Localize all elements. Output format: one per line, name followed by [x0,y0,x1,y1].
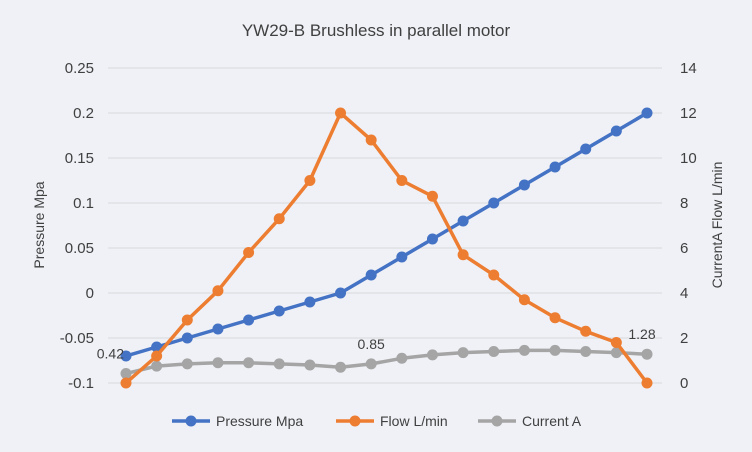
legend-item: Current A [478,413,582,429]
data-point [212,357,224,369]
legend-item: Flow L/min [336,413,448,429]
data-point [580,346,592,357]
right-tick-label: 14 [680,60,697,77]
data-labels: 0.42 0.85 1.28 [97,326,656,361]
left-tick-label: -0.05 [60,330,94,347]
data-point [181,358,193,370]
series-pressure-mpa [120,107,653,362]
left-tick-label: 0.15 [65,150,94,167]
right-tick-label: 0 [680,375,688,392]
right-axis-ticks: 14 12 10 8 6 4 2 0 [680,60,697,392]
data-point [181,332,193,344]
data-point [457,215,469,227]
data-point [243,247,255,258]
data-point [641,377,653,389]
data-point [273,305,285,317]
data-point [488,197,500,209]
data-point [365,269,377,281]
data-point [641,348,653,360]
series-line [124,111,649,385]
left-axis-title: Pressure Mpa [31,181,47,268]
data-point [549,344,561,356]
data-point [243,314,255,326]
data-point [273,358,285,370]
data-point [396,175,408,186]
data-point [335,361,347,373]
data-point [396,251,408,263]
data-point [580,325,592,337]
data-label: 0.42 [97,346,124,362]
data-point [426,233,438,245]
data-point [457,249,469,261]
data-point [610,347,622,359]
legend-label: Flow L/min [380,413,448,429]
data-point [151,350,163,362]
data-point [120,368,132,380]
left-tick-label: 0.2 [73,105,94,122]
data-point [304,359,316,371]
data-point [518,179,530,191]
left-tick-label: 0.25 [65,60,94,77]
data-label: 0.85 [358,336,385,352]
left-axis-ticks: 0.25 0.2 0.15 0.1 0.05 0 -0.05 -0.1 [60,60,94,392]
chart-title: YW29-B Brushless in parallel motor [242,21,511,40]
data-point [335,287,347,299]
data-point [610,337,622,348]
data-point [518,294,530,306]
data-point [304,175,316,186]
right-tick-label: 4 [680,285,688,302]
data-point [396,352,408,364]
right-axis-title: CurrentA Flow L/min [709,162,725,289]
data-point [641,107,653,119]
data-point [212,323,224,335]
legend-swatch-marker [185,415,197,427]
data-point [151,341,163,353]
data-point [151,360,163,372]
left-tick-label: -0.1 [68,375,94,392]
right-tick-label: 2 [680,330,688,347]
left-tick-label: 0 [86,285,94,302]
data-point [120,377,132,389]
data-label: 1.28 [628,326,655,342]
legend-label: Pressure Mpa [216,413,303,429]
legend-swatch-marker [349,415,361,427]
legend: Pressure Mpa Flow L/min Current A [172,413,582,429]
legend-swatch-marker [491,415,503,427]
data-point [488,269,500,281]
data-point [549,312,561,324]
right-tick-label: 8 [680,195,688,212]
left-tick-label: 0.05 [65,240,94,257]
data-point [365,134,377,146]
right-tick-label: 6 [680,240,688,257]
left-tick-label: 0.1 [73,195,94,212]
right-tick-label: 10 [680,150,697,167]
legend-item: Pressure Mpa [172,413,303,429]
data-point [426,190,438,202]
data-point [610,125,622,137]
data-point [212,285,224,297]
data-point [426,349,438,361]
data-point [181,314,193,326]
data-point [273,213,285,225]
data-point [335,107,347,119]
data-point [518,344,530,356]
data-point [457,347,469,359]
data-point [549,161,561,173]
series-flow-l-min [120,107,653,389]
series-current-a [120,344,653,380]
data-point [580,143,592,155]
data-point [120,350,132,362]
data-point [365,358,377,370]
series-layer [120,107,653,389]
data-point [488,346,500,357]
right-tick-label: 12 [680,105,697,122]
legend-label: Current A [522,413,582,429]
data-point [304,296,316,308]
data-point [243,357,255,369]
